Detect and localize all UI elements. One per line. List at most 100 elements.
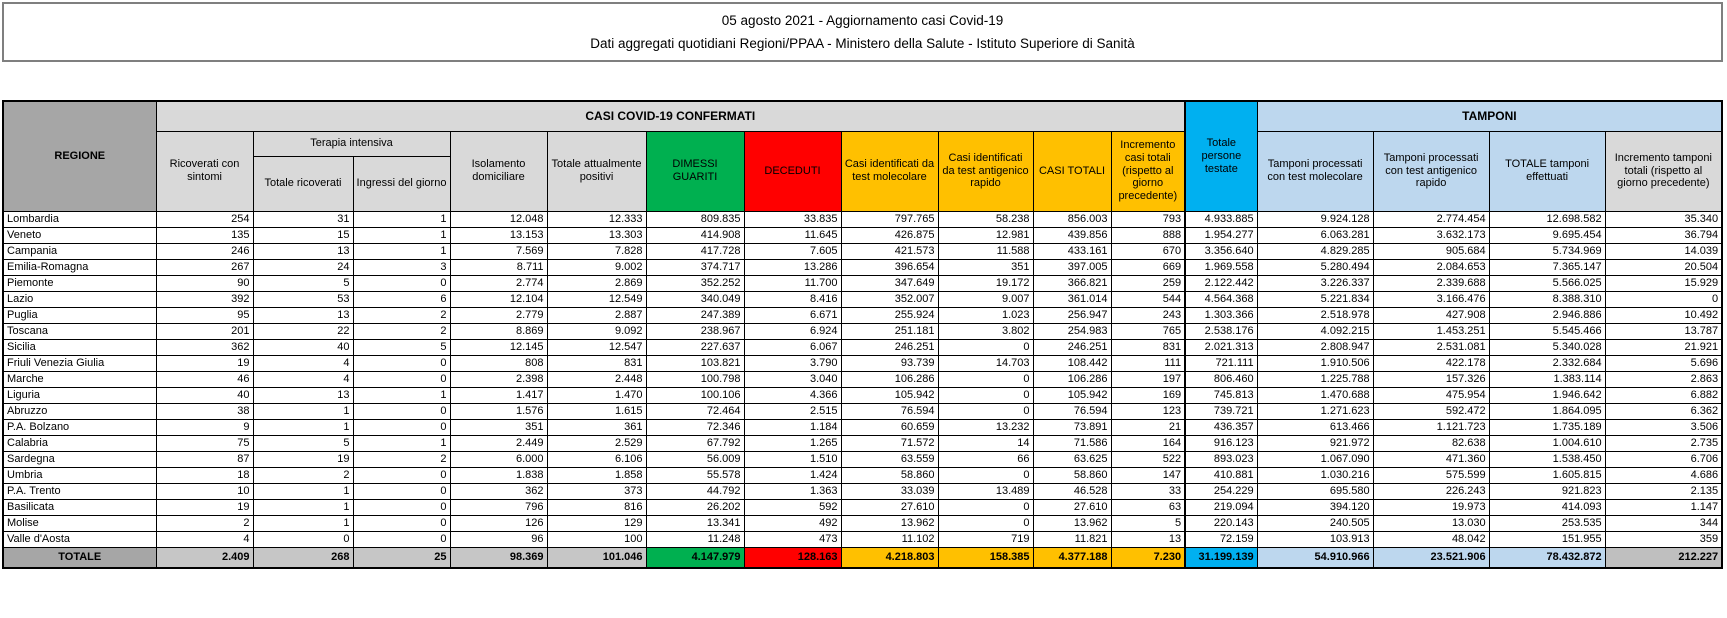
value-cell: 439.856 [1032,226,1112,244]
value-cell: 426.875 [840,226,939,244]
value-cell: 1.510 [743,450,842,468]
value-cell: 128.163 [743,546,842,568]
value-cell: 13 [252,386,354,404]
value-cell: 373 [546,482,647,500]
value-cell: 6 [352,290,451,308]
value-cell: 259 [1110,274,1186,292]
value-cell: 147 [1110,466,1186,484]
value-cell: 3.040 [743,370,842,388]
value-cell: 103.821 [645,354,745,372]
value-cell: 82.638 [1372,434,1490,452]
value-cell: 2.869 [546,274,647,292]
value-cell: 888 [1110,226,1186,244]
value-cell: 7.828 [546,242,647,260]
value-cell: 739.721 [1184,402,1258,420]
table-row: Basilicata 19 1 0 796 816 26.202 592 27.… [2,498,1723,516]
header-totale-tamponi: TOTALE tamponi effettuati [1488,130,1606,212]
value-cell: 63.625 [1032,450,1112,468]
value-cell: 352.252 [645,274,745,292]
value-cell: 1 [352,242,451,260]
value-cell: 12.048 [449,210,548,228]
value-cell: 1.615 [546,402,647,420]
value-cell: 1.910.506 [1256,354,1374,372]
value-cell: 0 [937,466,1034,484]
value-cell: 5 [252,274,354,292]
value-cell: 12.104 [449,290,548,308]
table-row: Sicilia 362 40 5 12.145 12.547 227.637 6… [2,338,1723,356]
value-cell: 856.003 [1032,210,1112,228]
value-cell: 475.954 [1372,386,1490,404]
value-cell: 7.569 [449,242,548,260]
value-cell: 53 [252,290,354,308]
value-cell: 0 [352,530,451,548]
value-cell: 1.735.189 [1488,418,1606,436]
value-cell: 4.686 [1604,466,1723,484]
value-cell: 9.002 [546,258,647,276]
value-cell: 361.014 [1032,290,1112,308]
value-cell: 1 [352,434,451,452]
table-row: Puglia 95 13 2 2.779 2.887 247.389 6.671… [2,306,1723,324]
value-cell: 2.398 [449,370,548,388]
value-cell: 0 [352,418,451,436]
value-cell: 2.887 [546,306,647,324]
region-cell: Piemonte [2,274,157,292]
value-cell: 1.363 [743,482,842,500]
value-cell: 158.385 [937,546,1034,568]
value-cell: 2 [352,322,451,340]
value-cell: 11.248 [645,530,745,548]
value-cell: 13.286 [743,258,842,276]
value-cell: 1.383.114 [1488,370,1606,388]
value-cell: 54.910.966 [1256,546,1374,568]
value-cell: 95 [155,306,254,324]
value-cell: 0 [352,482,451,500]
value-cell: 522 [1110,450,1186,468]
value-cell: 12.698.582 [1488,210,1606,228]
value-cell: 46.528 [1032,482,1112,500]
value-cell: 46 [155,370,254,388]
value-cell: 246.251 [1032,338,1112,356]
value-cell: 414.093 [1488,498,1606,516]
value-cell: 40 [155,386,254,404]
value-cell: 4.829.285 [1256,242,1374,260]
value-cell: 33 [1110,482,1186,500]
value-cell: 1 [252,418,354,436]
value-cell: 1 [252,482,354,500]
value-cell: 129 [546,514,647,532]
value-cell: 0 [937,498,1034,516]
value-cell: 135 [155,226,254,244]
value-cell: 0 [352,514,451,532]
value-cell: 5.696 [1604,354,1723,372]
region-cell: Basilicata [2,498,157,516]
value-cell: 11.588 [937,242,1034,260]
table-row: Abruzzo 38 1 0 1.576 1.615 72.464 2.515 … [2,402,1723,420]
region-cell: TOTALE [2,546,157,568]
value-cell: 1.023 [937,306,1034,324]
value-cell: 2 [155,514,254,532]
value-cell: 72.159 [1184,530,1258,548]
region-cell: Veneto [2,226,157,244]
value-cell: 15.929 [1604,274,1723,292]
value-cell: 9.092 [546,322,647,340]
value-cell: 12.547 [546,338,647,356]
value-cell: 255.924 [840,306,939,324]
value-cell: 268 [252,546,354,568]
value-cell: 1.424 [743,466,842,484]
value-cell: 6.067 [743,338,842,356]
value-cell: 21.921 [1604,338,1723,356]
value-cell: 397.005 [1032,258,1112,276]
value-cell: 126 [449,514,548,532]
value-cell: 3.356.640 [1184,242,1258,260]
region-cell: Puglia [2,306,157,324]
value-cell: 1.858 [546,466,647,484]
value-cell: 1.184 [743,418,842,436]
value-cell: 4 [155,530,254,548]
value-cell: 246.251 [840,338,939,356]
value-cell: 108.442 [1032,354,1112,372]
value-cell: 123 [1110,402,1186,420]
value-cell: 19 [155,498,254,516]
value-cell: 1.147 [1604,498,1723,516]
value-cell: 575.599 [1372,466,1490,484]
value-cell: 394.120 [1256,498,1374,516]
value-cell: 33.835 [743,210,842,228]
value-cell: 893.023 [1184,450,1258,468]
